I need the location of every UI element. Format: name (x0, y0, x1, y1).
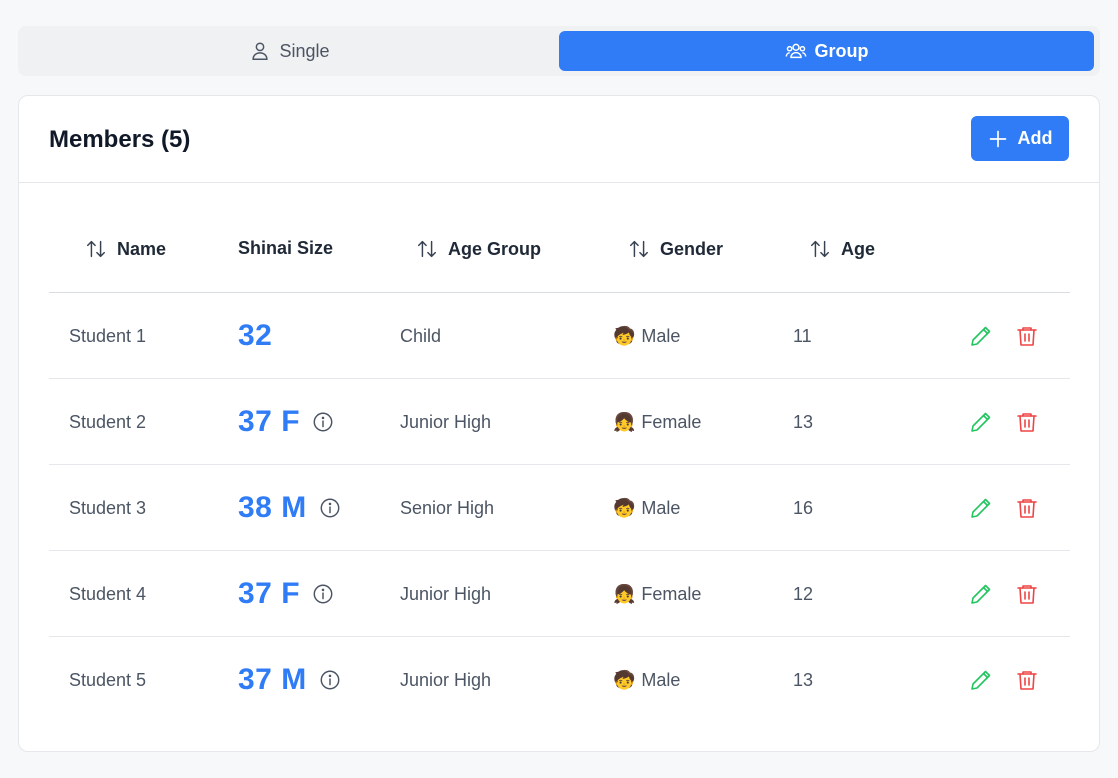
trash-icon[interactable] (1015, 496, 1039, 520)
sort-arrows-icon (87, 240, 105, 258)
add-member-button[interactable]: Add (971, 116, 1069, 161)
age-group-header-label: Age Group (448, 238, 541, 259)
user-icon (252, 42, 269, 60)
info-circle-icon[interactable] (312, 583, 334, 605)
gender-cell: 👧 Female (613, 551, 701, 637)
shinai-size-header-label: Shinai Size (238, 238, 334, 258)
row-actions (969, 637, 1039, 723)
gender-label: Female (641, 411, 702, 432)
shinai-size-cell: 37 F (238, 379, 334, 465)
shinai-size-value: 37 F (238, 577, 301, 610)
name-cell: Student 3 (69, 497, 147, 518)
members-card: Members (5) Add Name Shinai Size (18, 95, 1100, 752)
table-header: Name Shinai Size Age Group Gender (49, 183, 1070, 293)
name-cell: Student 5 (69, 669, 147, 690)
shinai-size-value: 37 M (238, 663, 307, 696)
table-row: Student 5 37 M Junior High 🧒 Male 13 (49, 637, 1070, 723)
gender-emoji: 🧒 (613, 669, 636, 691)
age-group-cell: Child (400, 325, 442, 346)
age-header-label: Age (841, 238, 876, 259)
shinai-size-cell: 37 F (238, 551, 334, 637)
trash-icon[interactable] (1015, 582, 1039, 606)
shinai-size-cell: 38 M (238, 465, 341, 551)
gender-cell: 🧒 Male (613, 293, 680, 379)
gender-emoji: 👧 (613, 583, 636, 605)
group-mode-button[interactable]: Group (559, 31, 1094, 71)
gender-header-label: Gender (660, 238, 724, 259)
sort-arrows-icon (811, 240, 829, 258)
table-row: Student 3 38 M Senior High 🧒 Male 16 (49, 465, 1070, 551)
shinai-size-value: 32 (238, 319, 273, 352)
users-icon (785, 43, 806, 59)
table-row: Student 1 32 Child 🧒 Male 11 (49, 293, 1070, 379)
pencil-icon[interactable] (969, 668, 993, 692)
members-table: Name Shinai Size Age Group Gender (49, 183, 1070, 723)
shinai-size-value: 37 F (238, 405, 301, 438)
sort-arrows-icon (630, 240, 648, 258)
group-mode-label: Group (814, 40, 869, 61)
table-row: Student 4 37 F Junior High 👧 Female 12 (49, 551, 1070, 637)
row-actions (969, 293, 1039, 379)
pencil-icon[interactable] (969, 410, 993, 434)
gender-label: Male (641, 669, 681, 690)
age-group-column-header[interactable]: Age Group (416, 238, 541, 260)
shinai-size-value: 38 M (238, 491, 307, 524)
row-actions (969, 551, 1039, 637)
plus-icon (989, 130, 1006, 147)
sort-arrows-icon (418, 240, 436, 258)
trash-icon[interactable] (1015, 410, 1039, 434)
gender-column-header[interactable]: Gender (628, 238, 723, 260)
info-circle-icon[interactable] (312, 411, 334, 433)
age-cell: 16 (793, 497, 814, 518)
age-group-cell: Senior High (400, 497, 495, 518)
name-cell: Student 2 (69, 411, 147, 432)
shinai-size-column-header: Shinai Size (238, 238, 333, 259)
trash-icon[interactable] (1015, 324, 1039, 348)
shinai-size-cell: 32 (238, 293, 272, 379)
name-cell: Student 4 (69, 583, 147, 604)
gender-label: Female (641, 583, 702, 604)
card-header: Members (5) Add (19, 96, 1099, 183)
row-actions (969, 465, 1039, 551)
gender-emoji: 👧 (613, 411, 636, 433)
gender-emoji: 🧒 (613, 497, 636, 519)
age-group-cell: Junior High (400, 669, 492, 690)
add-label: Add (1017, 128, 1053, 148)
name-column-header[interactable]: Name (85, 238, 166, 260)
age-column-header[interactable]: Age (809, 238, 875, 260)
table-row: Student 2 37 F Junior High 👧 Female 13 (49, 379, 1070, 465)
name-cell: Student 1 (69, 325, 147, 346)
mode-toggle: Single Group (18, 26, 1100, 76)
single-mode-button[interactable]: Single (22, 31, 557, 71)
gender-label: Male (641, 497, 681, 518)
single-mode-label: Single (279, 40, 330, 61)
info-circle-icon[interactable] (319, 497, 341, 519)
pencil-icon[interactable] (969, 324, 993, 348)
members-title: Members (5) (49, 126, 191, 153)
age-cell: 13 (793, 669, 814, 690)
age-cell: 12 (793, 583, 814, 604)
gender-cell: 🧒 Male (613, 465, 680, 551)
gender-cell: 👧 Female (613, 379, 701, 465)
gender-label: Male (641, 325, 681, 346)
info-circle-icon[interactable] (319, 669, 341, 691)
pencil-icon[interactable] (969, 582, 993, 606)
age-cell: 11 (793, 325, 812, 346)
row-actions (969, 379, 1039, 465)
age-cell: 13 (793, 411, 814, 432)
gender-emoji: 🧒 (613, 325, 636, 347)
age-group-cell: Junior High (400, 583, 492, 604)
shinai-size-cell: 37 M (238, 637, 341, 723)
name-header-label: Name (117, 238, 167, 259)
age-group-cell: Junior High (400, 411, 492, 432)
gender-cell: 🧒 Male (613, 637, 680, 723)
trash-icon[interactable] (1015, 668, 1039, 692)
pencil-icon[interactable] (969, 496, 993, 520)
